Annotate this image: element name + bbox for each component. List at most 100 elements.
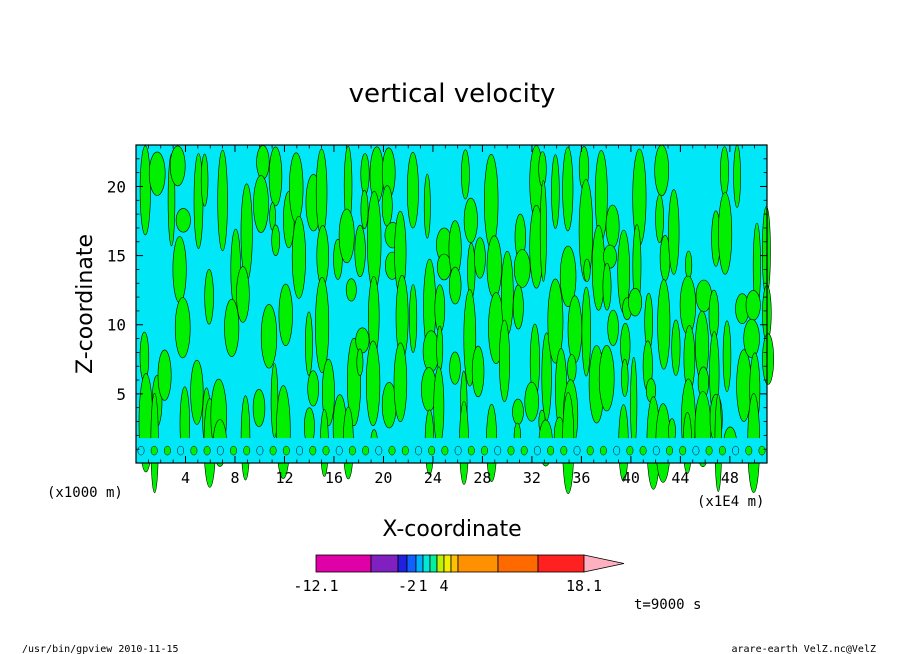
positive-velocity-cell bbox=[406, 151, 419, 229]
colorbar-swatch bbox=[429, 554, 438, 573]
positive-velocity-cell bbox=[449, 351, 461, 385]
positive-velocity-cell bbox=[434, 284, 446, 334]
positive-velocity-cell bbox=[139, 145, 151, 236]
colorbar-tick-label: 4 bbox=[439, 577, 448, 595]
surface-cell bbox=[613, 445, 621, 456]
surface-cell bbox=[547, 445, 555, 456]
surface-cell bbox=[243, 445, 251, 456]
positive-velocity-cell bbox=[200, 153, 209, 207]
positive-velocity-cell bbox=[291, 215, 306, 299]
positive-velocity-cell bbox=[512, 398, 524, 425]
positive-velocity-cell bbox=[175, 208, 191, 233]
surface-cell bbox=[216, 445, 224, 456]
positive-velocity-cell bbox=[598, 345, 615, 412]
positive-velocity-cell bbox=[157, 349, 172, 401]
footer-right: arare-earth_VelZ.nc@VelZ bbox=[732, 644, 877, 654]
colorbar-swatch bbox=[537, 554, 585, 573]
positive-velocity-cell bbox=[190, 359, 204, 425]
positive-velocity-cell bbox=[354, 224, 366, 277]
positive-velocity-cell bbox=[315, 148, 328, 236]
positive-velocity-cell bbox=[240, 395, 251, 481]
y-tick-label: 15 bbox=[107, 247, 126, 266]
surface-cell bbox=[322, 445, 330, 456]
y-tick-label: 20 bbox=[107, 177, 126, 196]
positive-velocity-cell bbox=[172, 236, 187, 303]
positive-velocity-cell bbox=[304, 311, 313, 376]
colorbar-swatch bbox=[443, 554, 452, 573]
positive-velocity-cell bbox=[461, 149, 470, 200]
surface-cell bbox=[348, 445, 356, 456]
positive-velocity-cell bbox=[602, 262, 612, 311]
surface-cell bbox=[586, 445, 594, 456]
x-unit-right-label: (x1E4 m) bbox=[697, 494, 764, 510]
x-axis: 4 8 12 16 20 24 28 32 36 40 44 48 bbox=[147, 145, 756, 487]
bottom-layer-band bbox=[136, 438, 767, 463]
positive-velocity-cell bbox=[433, 366, 445, 447]
positive-velocity-cell bbox=[547, 278, 564, 364]
surface-cell bbox=[177, 445, 185, 456]
x-tick-label: 44 bbox=[671, 469, 689, 487]
positive-velocity-cell bbox=[360, 153, 370, 195]
positive-velocity-cell bbox=[655, 194, 664, 244]
surface-cell bbox=[692, 445, 700, 456]
positive-velocity-cell bbox=[720, 146, 729, 197]
positive-velocity-cell bbox=[762, 333, 774, 385]
surface-cell bbox=[679, 445, 687, 456]
colorbar-swatch bbox=[436, 554, 445, 573]
surface-cell bbox=[309, 445, 317, 456]
footer-left: /usr/bin/gpview 2010-11-15 bbox=[22, 644, 179, 654]
surface-layer bbox=[136, 438, 767, 463]
positive-velocity-cell bbox=[484, 154, 499, 249]
positive-velocity-cell bbox=[260, 304, 278, 369]
positive-velocity-cell bbox=[605, 204, 620, 249]
colorbar-swatch bbox=[422, 554, 431, 573]
surface-cell bbox=[362, 445, 370, 456]
y-tick-label: 5 bbox=[116, 385, 126, 404]
positive-velocity-cell bbox=[463, 197, 478, 243]
positive-velocity-cell bbox=[668, 189, 680, 275]
surface-cell bbox=[758, 445, 766, 456]
colorbar-tick-label: -12.1 bbox=[293, 577, 338, 595]
positive-velocity-cell bbox=[583, 258, 591, 282]
colorbar-swatch bbox=[457, 554, 499, 573]
positive-velocity-cell bbox=[217, 149, 228, 252]
positive-velocity-cell bbox=[581, 286, 591, 377]
surface-cell bbox=[441, 445, 449, 456]
positive-velocity-cell bbox=[174, 297, 191, 359]
positive-velocity-cell bbox=[474, 237, 486, 279]
surface-cell bbox=[560, 445, 568, 456]
x-tick-label: 20 bbox=[374, 469, 392, 487]
surface-cell bbox=[401, 445, 409, 456]
positive-velocity-cell bbox=[733, 144, 741, 208]
surface-cell bbox=[163, 445, 171, 456]
surface-cell bbox=[269, 445, 277, 456]
surface-cell bbox=[533, 445, 541, 456]
surface-cell bbox=[573, 445, 581, 456]
surface-cell bbox=[494, 445, 502, 456]
x-tick-label: 24 bbox=[424, 469, 442, 487]
colorbar-swatch bbox=[450, 554, 459, 573]
positive-velocity-cell bbox=[436, 325, 444, 372]
surface-cell bbox=[454, 445, 462, 456]
surface-cell bbox=[375, 445, 383, 456]
surface-cell bbox=[335, 445, 343, 456]
positive-velocity-cell bbox=[743, 318, 760, 359]
positive-velocity-cell bbox=[671, 319, 681, 376]
positive-velocity-cell bbox=[539, 180, 547, 282]
positive-velocity-cell bbox=[307, 370, 320, 407]
surface-cell bbox=[639, 445, 647, 456]
surface-cell bbox=[718, 445, 726, 456]
surface-cell bbox=[256, 445, 264, 456]
positive-velocity-cell bbox=[567, 354, 577, 383]
surface-cell bbox=[428, 445, 436, 456]
positive-velocity-cell bbox=[253, 175, 269, 233]
plot-frame bbox=[135, 144, 768, 464]
positive-velocity-cell bbox=[512, 284, 524, 330]
surface-cell bbox=[150, 445, 158, 456]
x-tick-label: 36 bbox=[572, 469, 590, 487]
surface-cell bbox=[388, 445, 396, 456]
positive-velocity-cell bbox=[345, 278, 357, 302]
colorbar-tick-label: -2 bbox=[398, 577, 416, 595]
positive-velocity-cell bbox=[360, 189, 369, 230]
